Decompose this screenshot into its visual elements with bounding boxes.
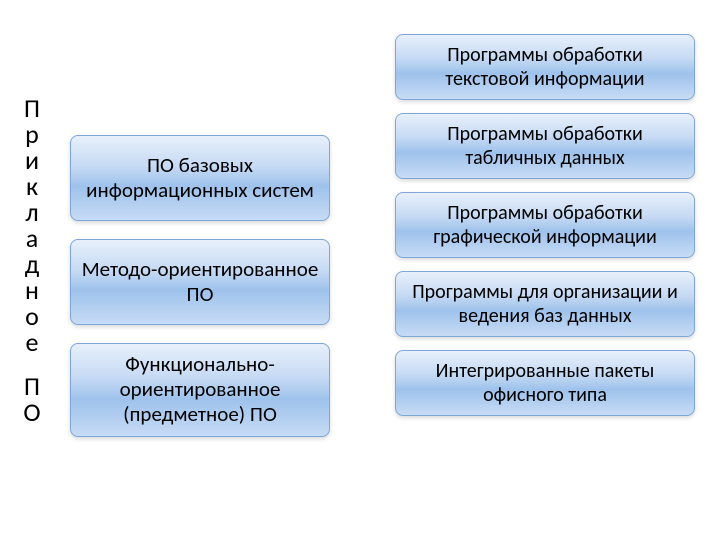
vertical-char: О — [20, 399, 44, 425]
right-box-1: Программы обработки текстовой информации — [395, 34, 695, 100]
right-box-3: Программы обработки графической информац… — [395, 192, 695, 258]
vertical-char: е — [20, 329, 44, 355]
middle-column: ПО базовых информационных систем Методо-… — [70, 135, 330, 437]
middle-box-3: Функционально-ориентированное (предметно… — [70, 343, 330, 437]
vertical-category-label: ПрикладноеПО — [20, 95, 44, 425]
middle-box-2: Методо-ориентированное ПО — [70, 239, 330, 325]
right-box-2: Программы обработки табличных данных — [395, 113, 695, 179]
right-box-4: Программы для организации и ведения баз … — [395, 271, 695, 337]
right-box-5: Интегрированные пакеты офисного типа — [395, 350, 695, 416]
middle-box-1: ПО базовых информационных систем — [70, 135, 330, 221]
right-column: Программы обработки текстовой информации… — [395, 34, 695, 416]
